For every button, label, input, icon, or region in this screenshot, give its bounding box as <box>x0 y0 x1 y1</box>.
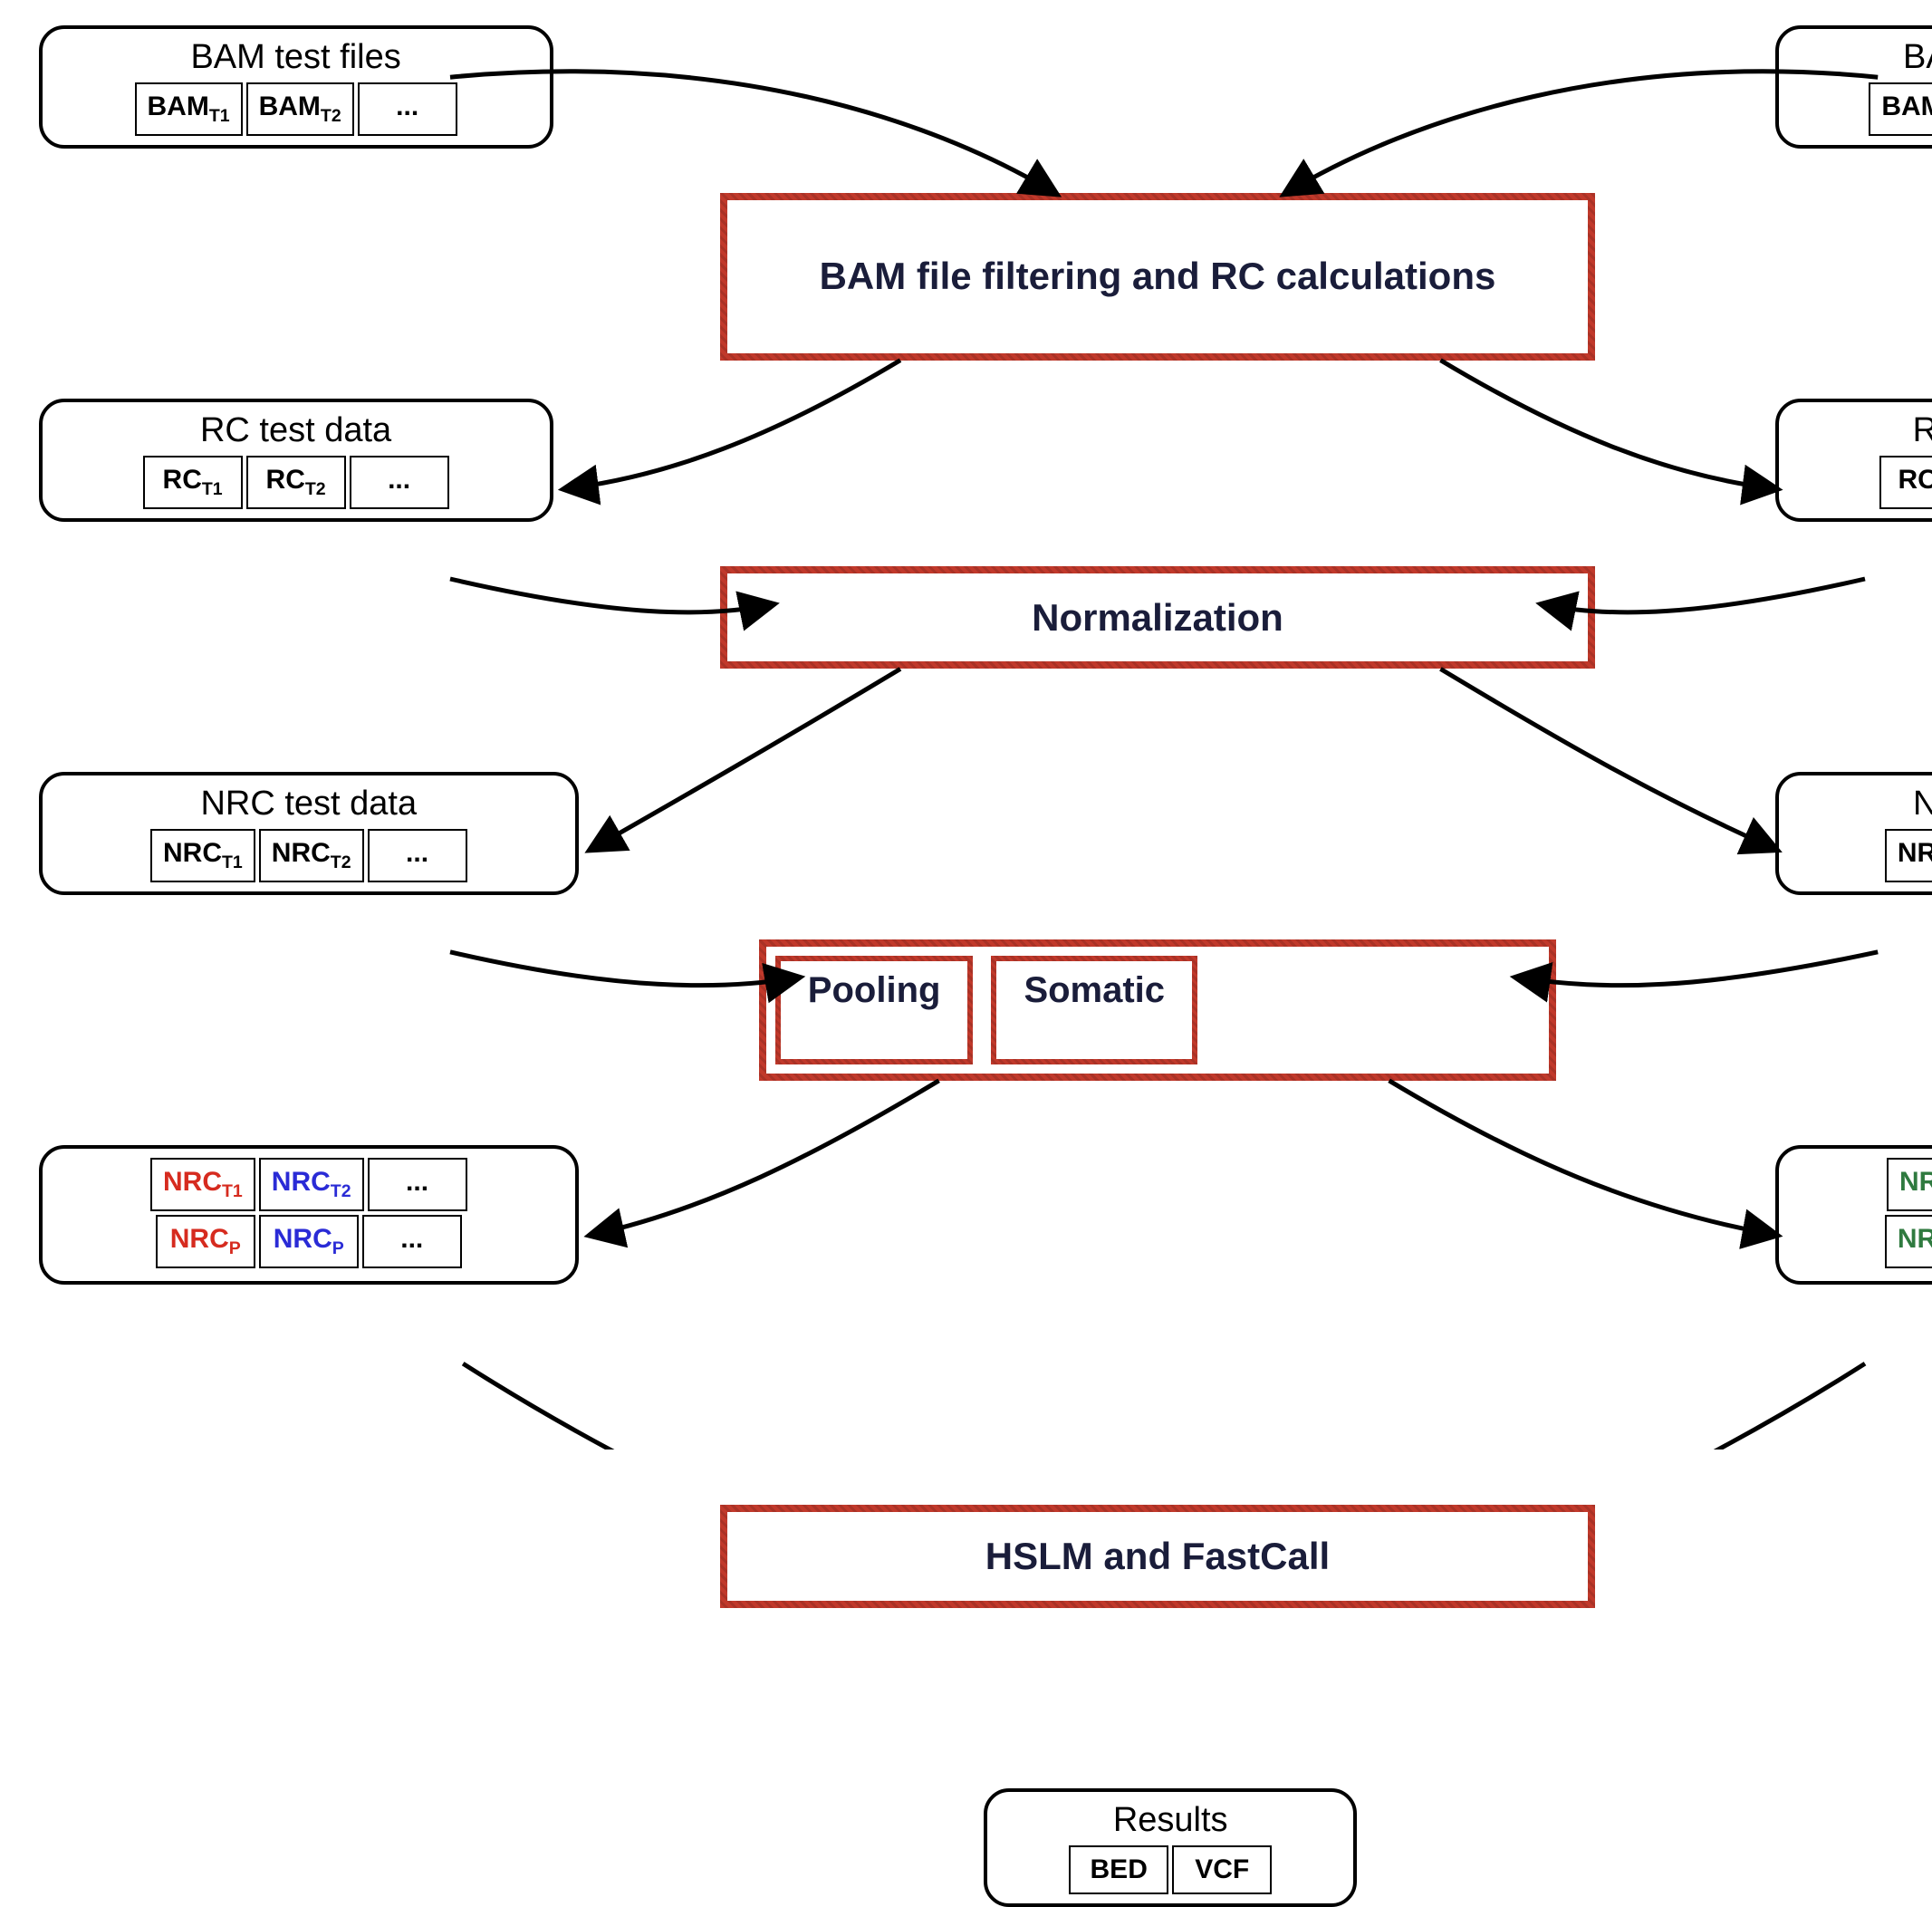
cell-row: RCC1RCC2... <box>1792 456 1932 509</box>
data-cell: ... <box>368 829 467 882</box>
cell-row: BAMC1BAMC2... <box>1792 82 1932 136</box>
node-nrc_control: NRC control data NRCC1NRCC2... <box>1775 772 1932 895</box>
flowchart-stage: BAM test files BAMT1BAMT2... BAM control f… <box>0 0 1932 1450</box>
cell-row: NRCC1NRCC2... <box>1792 829 1932 882</box>
node-rc_test: RC test data RCT1RCT2... <box>39 399 553 522</box>
cell-row: NRCPNRCP... <box>55 1215 562 1268</box>
data-cell: BAMC1 <box>1869 82 1932 136</box>
cell-row: RCT1RCT2... <box>55 456 537 509</box>
data-cell: RCT2 <box>246 456 346 509</box>
data-cell: NRCC1 <box>1885 1215 1932 1268</box>
data-cell: NRCT1 <box>150 1158 255 1211</box>
process-p1: BAM file filtering and RC calculations <box>720 193 1595 361</box>
node-title: Results <box>1000 1801 1341 1840</box>
data-cell: BAMT2 <box>246 82 354 136</box>
cell-row: NRCC1NRCC2... <box>1792 1215 1932 1268</box>
cell-row: NRCT1NRCT2... <box>55 829 562 882</box>
node-title: NRC test data <box>55 785 562 823</box>
data-cell: NRCT2 <box>259 829 364 882</box>
node-rc_control: RC control data RCC1RCC2... <box>1775 399 1932 522</box>
cell-row: NRCT1NRCT2... <box>55 1158 562 1211</box>
data-cell: RCC1 <box>1879 456 1932 509</box>
node-nrc_test: NRC test data NRCT1NRCT2... <box>39 772 579 895</box>
cell-row: BAMT1BAMT2... <box>55 82 537 136</box>
node-title: BAM control files <box>1792 38 1932 77</box>
data-cell: NRCT1 <box>1887 1158 1932 1211</box>
data-cell: ... <box>362 1215 462 1268</box>
data-cell: NRCT2 <box>259 1158 364 1211</box>
data-cell: NRCP <box>156 1215 255 1268</box>
process-somatic: Somatic <box>991 956 1197 1064</box>
cell-row: BEDVCF <box>1000 1845 1341 1894</box>
node-somatic_out: NRCT1NRCT2...NRCC1NRCC2... <box>1775 1145 1932 1285</box>
data-cell: NRCP <box>259 1215 359 1268</box>
data-cell: VCF <box>1172 1845 1272 1894</box>
node-pooling_out: NRCT1NRCT2...NRCPNRCP... <box>39 1145 579 1285</box>
data-cell: BED <box>1069 1845 1168 1894</box>
data-cell: ... <box>350 456 449 509</box>
data-cell: BAMT1 <box>135 82 243 136</box>
data-cell: ... <box>368 1158 467 1211</box>
data-cell: RCT1 <box>143 456 243 509</box>
data-cell: ... <box>358 82 457 136</box>
node-title: RC test data <box>55 411 537 450</box>
node-title: NRC control data <box>1792 785 1932 823</box>
node-title: BAM test files <box>55 38 537 77</box>
data-cell: NRCC1 <box>1885 829 1932 882</box>
cell-row: NRCT1NRCT2... <box>1792 1158 1932 1211</box>
process-p3: PoolingSomatic <box>759 939 1556 1081</box>
node-bam_test: BAM test files BAMT1BAMT2... <box>39 25 553 149</box>
process-p2: Normalization <box>720 566 1595 669</box>
process-p4: HSLM and FastCall <box>720 1505 1595 1608</box>
data-cell: NRCT1 <box>150 829 255 882</box>
node-results: Results BEDVCF <box>984 1788 1357 1907</box>
process-pooling: Pooling <box>775 956 974 1064</box>
node-bam_control: BAM control files BAMC1BAMC2... <box>1775 25 1932 149</box>
node-title: RC control data <box>1792 411 1932 450</box>
